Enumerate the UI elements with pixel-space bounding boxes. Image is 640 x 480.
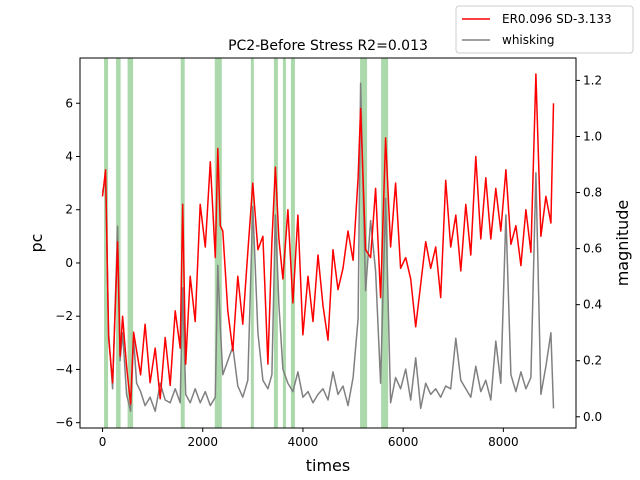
y-tick-label: −4 — [55, 362, 73, 376]
y-tick-label: 0 — [65, 256, 73, 270]
y2-axis-title: magnitude — [613, 200, 632, 287]
y2-tick-label: 0.0 — [583, 410, 602, 424]
shaded-interval-7 — [282, 58, 286, 428]
shaded-interval-8 — [290, 58, 295, 428]
y2-tick-label: 0.6 — [583, 242, 602, 256]
y-axis-title: pc — [27, 234, 46, 253]
shaded-interval-2 — [127, 58, 134, 428]
y-tick-label: 2 — [65, 203, 73, 217]
series-lines — [101, 73, 555, 412]
y-tick-label: −2 — [55, 309, 73, 323]
shaded-interval-4 — [214, 58, 222, 428]
shaded-interval-9 — [360, 58, 368, 428]
x-tick-label: 4000 — [288, 435, 319, 449]
y2-tick-label: 0.4 — [583, 298, 602, 312]
legend: ER0.096 SD-3.133 whisking — [455, 5, 634, 54]
y-tick-label: −6 — [55, 416, 73, 430]
y-tick-label: 4 — [65, 149, 73, 163]
x-axis-title: times — [306, 456, 350, 475]
y2-tick-label: 1.0 — [583, 129, 602, 143]
y2-tick-label: 0.2 — [583, 354, 602, 368]
y2-tick-label: 0.8 — [583, 186, 602, 200]
y-tick-label: 6 — [65, 96, 73, 110]
x-tick-label: 2000 — [187, 435, 218, 449]
legend-label-er: ER0.096 SD-3.133 — [502, 12, 612, 26]
shaded-interval-0 — [104, 58, 109, 428]
chart-title: PC2-Before Stress R2=0.013 — [228, 38, 428, 54]
y2-axis-ticks: 0.0 0.2 0.4 0.6 0.8 1.0 1.2 — [576, 73, 602, 424]
x-tick-label: 8000 — [488, 435, 519, 449]
legend-box — [455, 5, 634, 54]
x-tick-label: 6000 — [388, 435, 419, 449]
y2-tick-label: 1.2 — [583, 73, 602, 87]
series-line-er — [101, 73, 555, 405]
y-axis-ticks: −6 −4 −2 0 2 4 6 — [55, 96, 80, 430]
x-axis-ticks: 0 2000 4000 6000 8000 — [99, 428, 519, 449]
plot-frame — [79, 57, 577, 429]
x-tick-label: 0 — [99, 435, 107, 449]
legend-label-whisking: whisking — [502, 33, 555, 47]
series-line-whisking — [101, 82, 555, 412]
